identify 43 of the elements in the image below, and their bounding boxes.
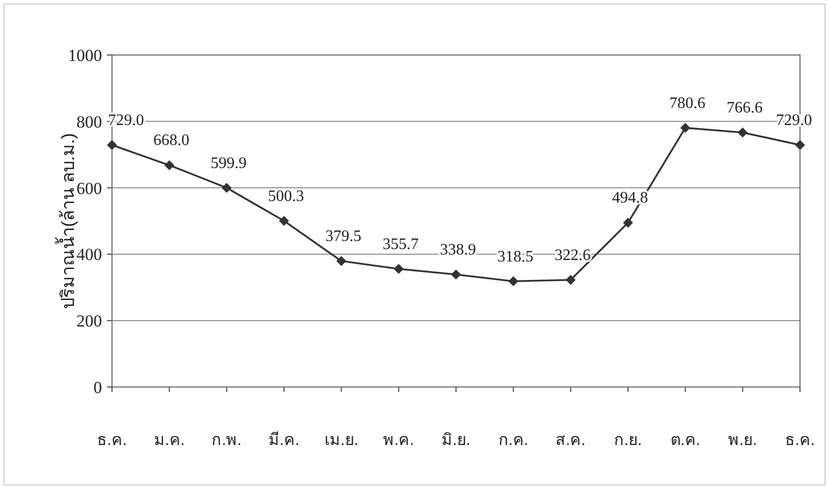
y-tick-label: 1000 (68, 46, 102, 65)
point (680, 122, 690, 133)
y-tick-label: 400 (76, 245, 102, 264)
text: 500.3 (268, 188, 304, 205)
y-tick-label: 200 (76, 312, 102, 331)
x-tick-label: เม.ย. (324, 432, 358, 449)
point (508, 276, 518, 286)
x-tick-label: มี.ค. (268, 431, 300, 449)
text: 355.7 (382, 236, 419, 253)
point (451, 269, 461, 280)
y-tick-label: 0 (94, 378, 102, 397)
x-tick-label: พ.ค. (383, 432, 414, 449)
point (738, 127, 748, 138)
point (795, 140, 805, 150)
point (222, 182, 232, 193)
x-tick-label: ก.ค. (498, 432, 528, 449)
text: 668.0 (153, 132, 190, 150)
text: 780.6 (669, 94, 706, 112)
y-tick-label: 600 (76, 178, 102, 198)
point (279, 216, 289, 226)
text: 338.9 (440, 241, 476, 258)
x-tick-label: มิ.ย. (442, 432, 470, 449)
point (623, 218, 633, 228)
point (164, 160, 174, 170)
text: 599.9 (210, 154, 247, 172)
x-tick-label: ก.ย. (614, 432, 642, 449)
x-tick-label: พ.ย. (728, 432, 758, 449)
y-axis-title: ปริมาณน้ำ(ล้าน ลบ.ม.) (55, 133, 78, 309)
text: 322.6 (554, 246, 591, 264)
x-tick-label: ต.ค. (670, 432, 700, 449)
x-tick-label: ส.ค. (556, 432, 586, 449)
x-tick-label: ก.พ. (212, 432, 242, 449)
x-tick-label: ธ.ค. (785, 432, 815, 449)
point (336, 256, 346, 266)
x-tick-label: ธ.ค. (97, 432, 127, 449)
text: 766.6 (726, 99, 763, 116)
point (394, 264, 404, 274)
y-tick-label: 800 (76, 112, 102, 132)
point (566, 274, 576, 285)
text: 379.5 (325, 228, 362, 246)
point (107, 140, 117, 150)
x-tick-label: ม.ค. (154, 432, 185, 449)
text: 318.5 (497, 248, 534, 266)
